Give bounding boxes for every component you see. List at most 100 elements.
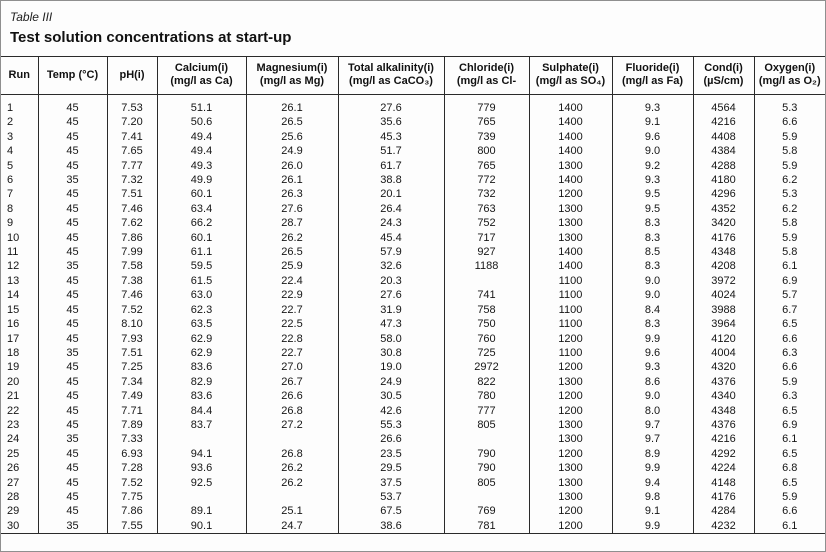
table-cell: 26.1 bbox=[245, 94, 339, 116]
table-cell: 5.3 bbox=[753, 94, 825, 116]
table-cell: 6.2 bbox=[753, 173, 825, 188]
table-header: Run Temp (°C) pH(i) Calcium(i) (mg/l as … bbox=[1, 56, 825, 95]
table-cell: 6.1 bbox=[753, 432, 825, 447]
table-cell: 67.5 bbox=[337, 504, 445, 519]
concentrations-table: Run Temp (°C) pH(i) Calcium(i) (mg/l as … bbox=[1, 56, 825, 535]
table-cell: 6.6 bbox=[753, 331, 825, 346]
table-cell: 8.10 bbox=[106, 317, 158, 332]
table-cell: 26.1 bbox=[245, 173, 339, 188]
table-cell: 4376 bbox=[692, 417, 755, 433]
table-cell: 7.51 bbox=[106, 187, 158, 202]
table-cell: 5.8 bbox=[753, 245, 825, 260]
table-cell: 1200 bbox=[528, 403, 613, 418]
table-cell: 4320 bbox=[692, 360, 755, 375]
table-row: 8 45 7.46 63.4 27.6 26.4 763 1300 9.5 4352 6.2 bbox=[1, 201, 825, 217]
table-cell: 45 bbox=[37, 461, 108, 476]
table-row: 6 35 7.32 49.9 26.1 38.8 772 1400 9.3 4180 6.2 bbox=[1, 173, 825, 188]
table-cell: 790 bbox=[443, 461, 530, 476]
table-cell: 24 bbox=[1, 432, 39, 447]
table-cell: 805 bbox=[443, 417, 530, 433]
table-cell: 6 bbox=[1, 173, 39, 188]
table-cell: 45 bbox=[37, 144, 108, 159]
table-cell: 769 bbox=[443, 504, 530, 519]
table-row: 28 45 7.75 53.7 1300 9.8 4176 5.9 bbox=[1, 489, 825, 505]
table-cell: 1300 bbox=[528, 158, 613, 174]
table-cell: 7.28 bbox=[106, 461, 158, 476]
table-cell bbox=[443, 489, 530, 505]
table-row: 10 45 7.86 60.1 26.2 45.4 717 1300 8.3 4176 5.9 bbox=[1, 230, 825, 246]
table-cell: 6.5 bbox=[753, 403, 825, 418]
table-cell: 22.7 bbox=[245, 345, 339, 361]
table-cell bbox=[156, 432, 247, 447]
table-cell: 7.65 bbox=[106, 144, 158, 159]
table-cell: 7.32 bbox=[106, 173, 158, 188]
table-cell: 741 bbox=[443, 288, 530, 303]
table-cell: 20.3 bbox=[337, 273, 445, 289]
table-cell: 1100 bbox=[528, 273, 613, 289]
table-cell: 4292 bbox=[692, 446, 755, 462]
table-cell: 84.4 bbox=[156, 403, 247, 418]
table-cell bbox=[443, 273, 530, 289]
table-cell: 45 bbox=[37, 302, 108, 318]
table-row: 19 45 7.25 83.6 27.0 19.0 2972 1200 9.3 4320 6.6 bbox=[1, 360, 825, 375]
table-cell: 1400 bbox=[528, 94, 613, 116]
table-cell: 4148 bbox=[692, 475, 755, 490]
table-cell: 1400 bbox=[528, 173, 613, 188]
table-row: 23 45 7.89 83.7 27.2 55.3 805 1300 9.7 4376 6.9 bbox=[1, 417, 825, 433]
table-cell: 4224 bbox=[692, 461, 755, 476]
table-cell: 18 bbox=[1, 345, 39, 361]
table-cell: 58.0 bbox=[337, 331, 445, 346]
table-cell: 63.4 bbox=[156, 201, 247, 217]
table-cell: 1300 bbox=[528, 374, 613, 390]
table-cell: 31.9 bbox=[337, 302, 445, 318]
table-cell: 739 bbox=[443, 129, 530, 145]
table-cell: 55.3 bbox=[337, 417, 445, 433]
table-cell: 90.1 bbox=[156, 518, 247, 534]
table-row: 27 45 7.52 92.5 26.2 37.5 805 1300 9.4 4148 6.5 bbox=[1, 475, 825, 490]
table-cell: 9.2 bbox=[611, 158, 694, 174]
table-cell: 4024 bbox=[692, 288, 755, 303]
table-cell: 6.6 bbox=[753, 115, 825, 130]
table-cell: 9.6 bbox=[611, 345, 694, 361]
table-cell: 6.3 bbox=[753, 389, 825, 404]
table-cell: 927 bbox=[443, 245, 530, 260]
table-cell: 83.6 bbox=[156, 389, 247, 404]
table-cell: 5 bbox=[1, 158, 39, 174]
table-cell: 45 bbox=[37, 374, 108, 390]
table-row: 3 45 7.41 49.4 25.6 45.3 739 1400 9.6 4408 5.9 bbox=[1, 129, 825, 145]
table-cell: 89.1 bbox=[156, 504, 247, 519]
table-cell: 26.4 bbox=[337, 201, 445, 217]
table-cell: 4004 bbox=[692, 345, 755, 361]
table-cell: 29 bbox=[1, 504, 39, 519]
table-cell: 4120 bbox=[692, 331, 755, 346]
table-cell: 49.9 bbox=[156, 173, 247, 188]
column-header-magnesium: Magnesium(i) (mg/l as Mg) bbox=[245, 56, 339, 95]
table-cell: 1400 bbox=[528, 259, 613, 274]
table-cell: 758 bbox=[443, 302, 530, 318]
table-cell: 4352 bbox=[692, 201, 755, 217]
table-cell: 45 bbox=[37, 273, 108, 289]
table-cell: 779 bbox=[443, 94, 530, 116]
table-cell: 5.9 bbox=[753, 489, 825, 505]
table-cell: 732 bbox=[443, 187, 530, 202]
table-cell: 92.5 bbox=[156, 475, 247, 490]
table-cell: 20 bbox=[1, 374, 39, 390]
table-cell: 6.8 bbox=[753, 461, 825, 476]
table-row: 2 45 7.20 50.6 26.5 35.6 765 1400 9.1 4216 6.6 bbox=[1, 115, 825, 130]
table-row: 17 45 7.93 62.9 22.8 58.0 760 1200 9.9 4120 6.6 bbox=[1, 331, 825, 346]
table-cell: 7.34 bbox=[106, 374, 158, 390]
table-cell: 4340 bbox=[692, 389, 755, 404]
table-cell: 26.7 bbox=[245, 374, 339, 390]
table-cell: 38.6 bbox=[337, 518, 445, 534]
table-cell: 7.41 bbox=[106, 129, 158, 145]
table-row: 20 45 7.34 82.9 26.7 24.9 822 1300 8.6 4376 5.9 bbox=[1, 374, 825, 390]
table-cell: 26.8 bbox=[245, 403, 339, 418]
table-cell: 24.9 bbox=[337, 374, 445, 390]
table-row: 11 45 7.99 61.1 26.5 57.9 927 1400 8.5 4348 5.8 bbox=[1, 245, 825, 260]
column-header-sulphate: Sulphate(i) (mg/l as SO₄) bbox=[528, 56, 613, 95]
table-cell: 7.58 bbox=[106, 259, 158, 274]
table-cell: 752 bbox=[443, 216, 530, 231]
table-cell: 805 bbox=[443, 475, 530, 490]
table-cell: 45 bbox=[37, 230, 108, 246]
table-cell: 47.3 bbox=[337, 317, 445, 332]
